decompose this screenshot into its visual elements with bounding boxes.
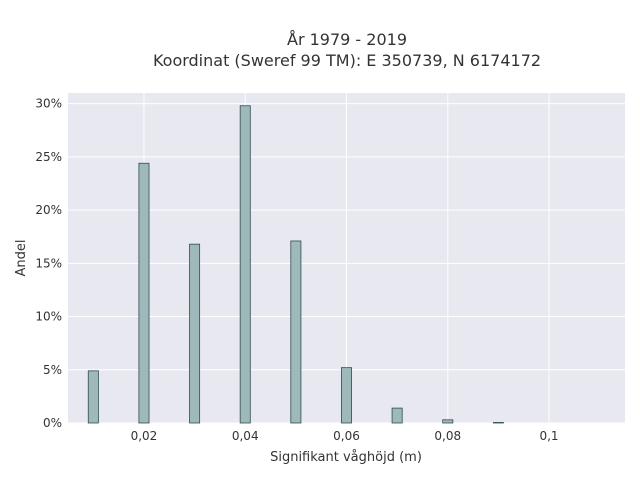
histogram-bar xyxy=(239,105,251,424)
x-axis-ticks: 0,02 0,04 0,06 0,08 0,1 xyxy=(131,429,559,443)
histogram-bar xyxy=(391,407,403,424)
x-tick-label: 0,04 xyxy=(232,429,259,443)
histogram-bar xyxy=(341,367,352,424)
histogram-bar xyxy=(87,370,99,424)
y-tick-label: 15% xyxy=(35,256,62,270)
histogram-bar xyxy=(189,243,201,424)
x-axis-title: Signifikant våghöjd (m) xyxy=(270,450,422,465)
chart-title-line-1: År 1979 - 2019 xyxy=(287,30,407,49)
y-tick-label: 20% xyxy=(35,203,62,217)
histogram-bar xyxy=(138,162,150,424)
histogram-bar xyxy=(290,240,302,424)
x-tick-label: 0,06 xyxy=(333,429,360,443)
grid-lines xyxy=(68,93,625,424)
chart-title-line-2: Koordinat (Sweref 99 TM): E 350739, N 61… xyxy=(153,51,541,70)
y-tick-label: 30% xyxy=(35,97,62,111)
x-tick-label: 0,08 xyxy=(434,429,461,443)
y-tick-label: 10% xyxy=(35,310,62,324)
bars xyxy=(87,105,504,424)
y-axis-ticks: 0% 5% 10% 15% 20% 25% 30% xyxy=(35,97,62,430)
x-tick-label: 0,1 xyxy=(539,429,558,443)
y-tick-label: 0% xyxy=(43,416,62,430)
histogram-bar xyxy=(492,422,504,424)
y-tick-label: 5% xyxy=(43,363,62,377)
y-axis-title: Andel xyxy=(14,240,29,277)
histogram-bar xyxy=(442,419,454,424)
y-tick-label: 25% xyxy=(35,150,62,164)
x-tick-label: 0,02 xyxy=(131,429,158,443)
